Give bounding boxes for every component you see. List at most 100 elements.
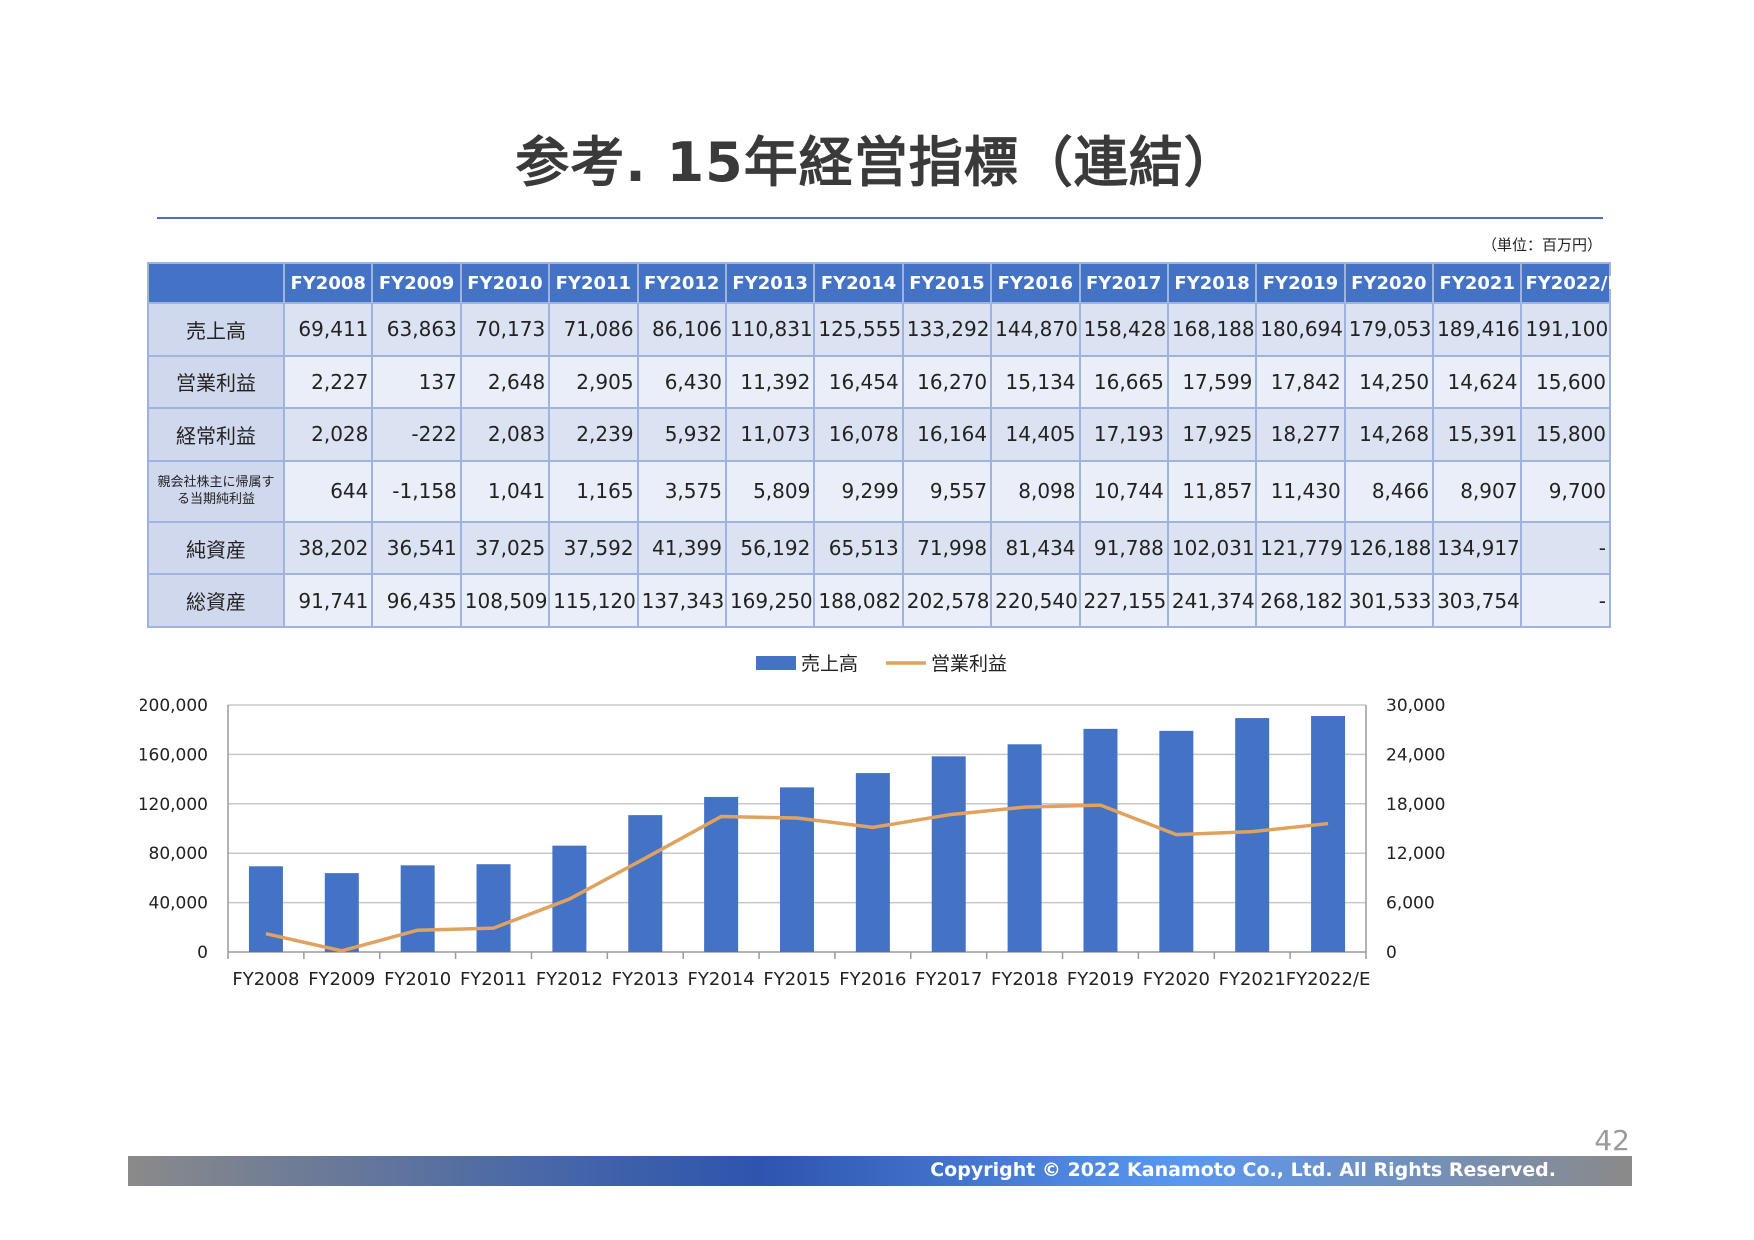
- table-cell: 9,557: [901, 459, 993, 523]
- table-cell: 202,578: [901, 573, 993, 628]
- table-cell: -222: [371, 407, 462, 462]
- table-cell: 86,106: [636, 302, 727, 357]
- x-tick-label: FY2008: [232, 969, 299, 990]
- table-cell: 133,292: [901, 302, 993, 357]
- table-cell: 16,078: [813, 407, 904, 462]
- y-right-tick-label: 18,000: [1386, 795, 1445, 815]
- unit-note: （単位：百万円）: [1481, 236, 1602, 254]
- column-header: FY2012: [636, 262, 727, 304]
- y-right-tick-label: 0: [1386, 943, 1397, 963]
- x-tick-label: FY2021: [1219, 969, 1286, 990]
- table-cell: 180,694: [1255, 302, 1346, 357]
- table-cell: 71,998: [901, 520, 993, 576]
- table-cell: 36,541: [371, 520, 462, 576]
- table-cell: 15,600: [1520, 354, 1611, 410]
- x-tick-label: FY2017: [915, 969, 982, 990]
- table-cell: 65,513: [813, 520, 904, 576]
- table-cell: 91,741: [282, 573, 374, 628]
- bar-fy2021: [1235, 718, 1270, 952]
- table-cell: 69,411: [282, 302, 374, 357]
- table-cell: 37,025: [459, 520, 551, 576]
- table-cell: 126,188: [1343, 520, 1435, 576]
- bar-fy2022-e: [1311, 715, 1346, 952]
- y-left-tick-label: 80,000: [149, 844, 208, 864]
- bar-fy2011: [476, 864, 511, 952]
- table-cell: 8,466: [1343, 459, 1435, 523]
- table-cell: 2,239: [548, 407, 639, 462]
- x-tick-label: FY2009: [308, 969, 375, 990]
- bar-fy2010: [400, 865, 435, 952]
- table-cell: 2,648: [459, 354, 551, 410]
- y-right-tick-label: 24,000: [1386, 745, 1445, 765]
- table-cell: 14,405: [990, 407, 1081, 462]
- table-cell: 16,270: [901, 354, 993, 410]
- table-cell: 17,599: [1166, 354, 1258, 410]
- column-header: FY2013: [724, 262, 816, 304]
- table-row: 経常利益 2,028 -222 2,083 2,239 5,932 11,073 16,078…: [147, 407, 1611, 462]
- table-cell: 179,053: [1343, 302, 1435, 357]
- table-row: 売上高 69,411 63,863 70,173 71,086 86,106 110,831…: [147, 302, 1611, 357]
- table-cell: 11,392: [724, 354, 816, 410]
- table-cell: 1,165: [548, 459, 639, 523]
- y-left-tick-label: 160,000: [140, 745, 208, 765]
- bar-fy2014: [704, 796, 739, 952]
- column-header: FY2022/E: [1520, 262, 1620, 304]
- table-cell: 2,028: [282, 407, 374, 462]
- x-tick-label: FY2019: [1067, 969, 1134, 990]
- table-cell: 56,192: [724, 520, 816, 576]
- footer-bar: Copyright © 2022 Kanamoto Co., Ltd. All …: [128, 1156, 1632, 1186]
- table-cell: 71,086: [548, 302, 639, 357]
- table-cell: 144,870: [990, 302, 1081, 357]
- table-cell: 11,073: [724, 407, 816, 462]
- bar-fy2019: [1083, 728, 1118, 952]
- legend-swatch-sales: [756, 656, 796, 670]
- column-header: FY2021: [1432, 262, 1523, 304]
- table-cell: 644: [282, 459, 374, 523]
- bar-fy2020: [1159, 730, 1194, 952]
- table-cell: 5,809: [724, 459, 816, 523]
- column-header: FY2011: [548, 262, 639, 304]
- table-cell: 134,917: [1432, 520, 1523, 576]
- table-cell: 17,842: [1255, 354, 1346, 410]
- table-cell: 14,268: [1343, 407, 1435, 462]
- column-header: FY2009: [371, 262, 462, 304]
- x-tick-label: FY2013: [612, 969, 679, 990]
- x-tick-label: FY2018: [991, 969, 1058, 990]
- table-cell: 8,098: [990, 459, 1081, 523]
- table-cell: 96,435: [371, 573, 462, 628]
- table-row: 総資産 91,741 96,435 108,509 115,120 137,343 169,…: [147, 573, 1611, 628]
- x-tick-label: FY2012: [536, 969, 603, 990]
- table-cell: 137: [371, 354, 462, 410]
- row-label: 経常利益: [147, 407, 285, 462]
- table-cell: 70,173: [459, 302, 551, 357]
- table-cell: 2,083: [459, 407, 551, 462]
- table-cell: 14,624: [1432, 354, 1523, 410]
- column-header: FY2018: [1166, 262, 1258, 304]
- table-cell: 41,399: [636, 520, 727, 576]
- y-right-tick-label: 12,000: [1386, 844, 1445, 864]
- table-cell: 110,831: [724, 302, 816, 357]
- column-header: FY2020: [1343, 262, 1435, 304]
- bar-fy2016: [855, 773, 890, 952]
- table-cell: 11,430: [1255, 459, 1346, 523]
- bar-fy2015: [780, 787, 814, 952]
- y-right-tick-label: 6,000: [1386, 894, 1435, 914]
- table-cell: 14,250: [1343, 354, 1435, 410]
- table-cell: 3,575: [636, 459, 727, 523]
- x-tick-label: FY2015: [763, 969, 830, 990]
- table-cell: 301,533: [1343, 573, 1435, 628]
- table-cell: 303,754: [1432, 573, 1523, 628]
- row-label: 純資産: [147, 520, 285, 576]
- x-tick-label: FY2022/E: [1286, 969, 1371, 990]
- table-row: 親会社株主に帰属する当期純利益 644 -1,158 1,041 1,165 3,575 5…: [147, 459, 1611, 523]
- table-cell: 10,744: [1078, 459, 1169, 523]
- column-header: FY2019: [1255, 262, 1346, 304]
- table-header-row: FY2008 FY2009 FY2010 FY2011 FY2012 FY2013 FY20…: [147, 262, 1620, 304]
- table-cell: 16,665: [1078, 354, 1169, 410]
- table-cell: 168,188: [1166, 302, 1258, 357]
- table-cell: 17,925: [1166, 407, 1258, 462]
- table-cell: 220,540: [990, 573, 1081, 628]
- legend-label-sales: 売上高: [801, 653, 858, 675]
- bar-fy2008: [248, 866, 283, 952]
- y-left-tick-label: 200,000: [140, 696, 208, 716]
